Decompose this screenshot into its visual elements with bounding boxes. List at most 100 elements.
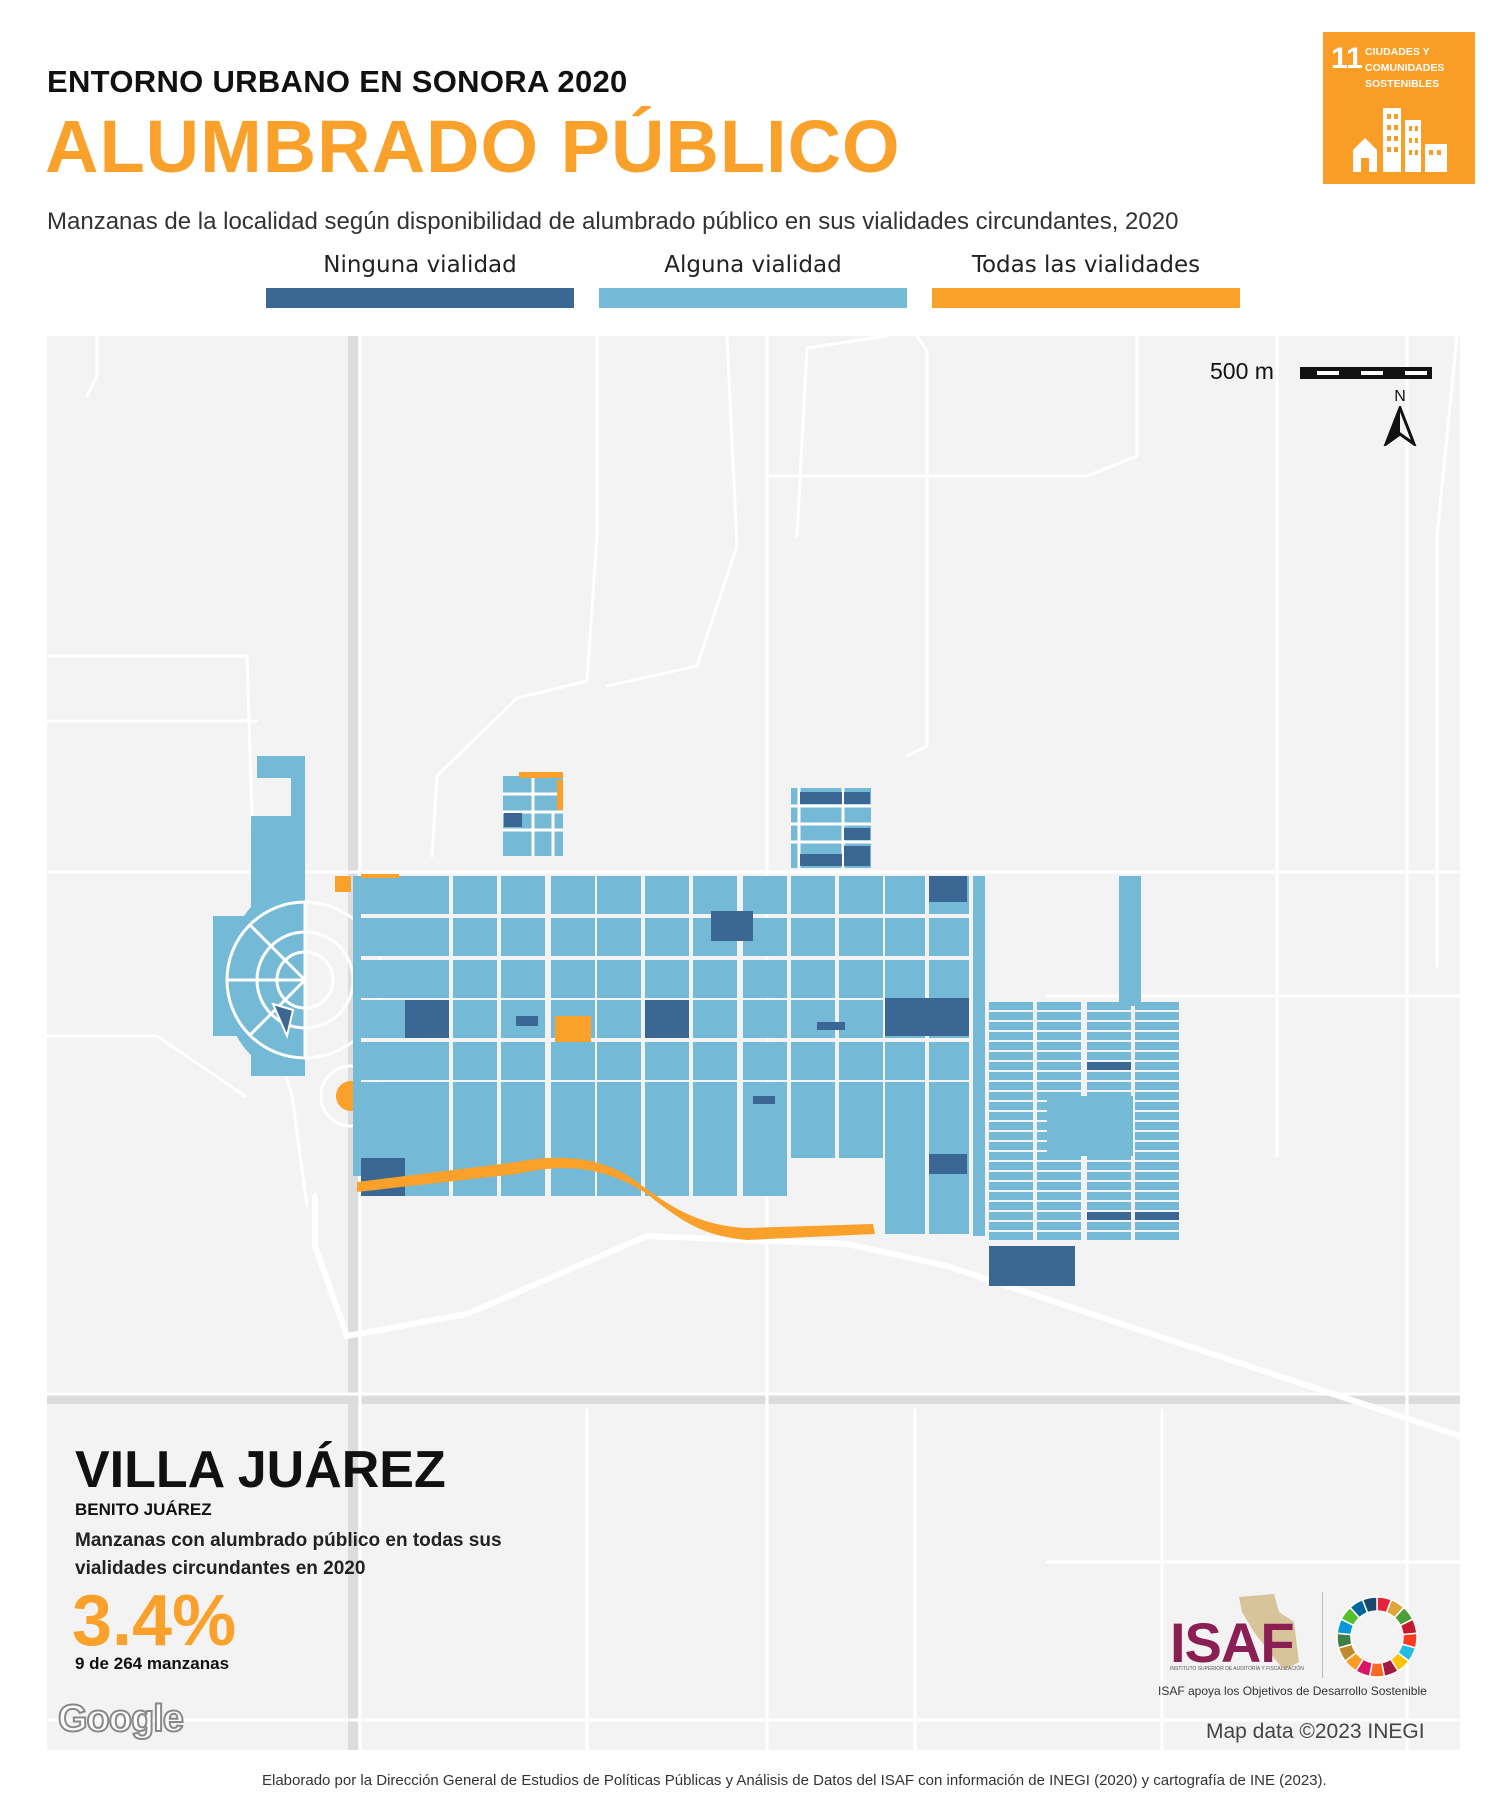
city-block [1087, 1072, 1131, 1080]
city-block [405, 918, 449, 956]
city-block [597, 876, 641, 914]
city-block [1037, 1222, 1081, 1230]
locality-name: VILLA JUÁREZ [75, 1441, 446, 1499]
city-block [885, 918, 925, 956]
city-block [989, 1246, 1075, 1286]
isaf-logo: ISAF [1170, 1611, 1295, 1674]
city-block [1135, 1192, 1179, 1200]
city-block [597, 1000, 641, 1038]
sdg-wheel-icon [1336, 1596, 1418, 1678]
city-block [453, 1042, 497, 1080]
city-block [405, 1082, 449, 1120]
city-block [453, 1082, 497, 1120]
legend-label-todas: Todas las vialidades [971, 252, 1201, 278]
block-annex-north [503, 772, 871, 868]
city-block [693, 960, 737, 998]
city-block [839, 1042, 883, 1080]
city-block [1087, 1222, 1131, 1230]
city-block [1087, 1192, 1131, 1200]
city-block [1135, 1202, 1179, 1210]
city-block [361, 876, 405, 914]
city-block [989, 1102, 1033, 1110]
city-block [645, 1082, 689, 1120]
subtitle: Manzanas de la localidad según disponibi… [47, 208, 1179, 235]
page-title: ALUMBRADO PÚBLICO [45, 105, 901, 188]
legend-label-alguna: Alguna vialidad [664, 252, 842, 278]
city-block [597, 918, 641, 956]
sdg-wheel-segment [1361, 1596, 1378, 1614]
city-block [453, 960, 497, 998]
city-block [405, 1042, 449, 1080]
city-block [1135, 1162, 1179, 1170]
sdg11-badge: 11 CIUDADES Y COMUNIDADES SOSTENIBLES [1323, 32, 1475, 184]
city-block [597, 1042, 641, 1080]
city-block [645, 876, 689, 914]
city-block [1087, 1162, 1131, 1170]
city-block [551, 918, 595, 956]
footer-credits: Elaborado por la Dirección General de Es… [262, 1772, 1327, 1789]
city-block [1135, 1112, 1179, 1120]
city-block [361, 1000, 405, 1038]
city-block [1087, 1202, 1131, 1210]
city-block [989, 1222, 1033, 1230]
city-block [1135, 1052, 1179, 1060]
city-block [693, 1042, 737, 1080]
city-block [929, 876, 967, 902]
city-block [1037, 1012, 1081, 1020]
map[interactable] [47, 336, 1460, 1750]
legend-swatch-ninguna [266, 288, 574, 308]
sdg11-label: CIUDADES Y COMUNIDADES SOSTENIBLES [1365, 46, 1445, 90]
city-block [1037, 1032, 1081, 1040]
city-block [597, 1120, 641, 1158]
city-block [839, 1082, 883, 1120]
city-block [1135, 1092, 1179, 1100]
map-attribution: Map data ©2023 INEGI [1206, 1720, 1425, 1743]
city-block [1087, 1002, 1131, 1010]
city-block [1135, 1002, 1179, 1010]
city-block [973, 876, 985, 1236]
city-block [989, 1032, 1033, 1040]
block-grid-east [885, 876, 1179, 1286]
city-block [1087, 1062, 1131, 1070]
block-strip-todas [357, 1157, 875, 1240]
city-buildings-icon [1353, 108, 1447, 172]
municipality-name: BENITO JUÁREZ [75, 1500, 212, 1519]
city-block [1087, 1042, 1131, 1050]
city-block [989, 1022, 1033, 1030]
city-block [1047, 1096, 1133, 1156]
city-block [551, 876, 595, 914]
sonora-map-icon [1239, 1594, 1299, 1670]
city-block [929, 960, 969, 998]
city-block [1037, 1082, 1081, 1090]
city-block [885, 1042, 925, 1080]
city-block [501, 1042, 545, 1080]
city-block [1135, 1032, 1179, 1040]
city-block [405, 1000, 449, 1038]
city-block [453, 918, 497, 956]
isaf-divider [1322, 1592, 1323, 1678]
city-block [989, 1122, 1033, 1130]
city-block [791, 918, 835, 956]
city-block [839, 1120, 883, 1158]
isaf-caption: ISAF apoya los Objetivos de Desarrollo S… [1158, 1684, 1427, 1698]
city-block [989, 1182, 1033, 1190]
city-block [929, 1196, 969, 1234]
city-block [791, 1042, 835, 1080]
isaf-logo-subtext: INSTITUTO SUPERIOR DE AUDITORÍA Y FISCAL… [1170, 1666, 1304, 1672]
city-block [885, 1196, 925, 1234]
city-block [645, 1000, 689, 1038]
city-block [516, 1016, 538, 1026]
city-block [743, 960, 787, 998]
city-block [1135, 1152, 1179, 1160]
city-block [1037, 1062, 1081, 1070]
city-block [743, 1158, 787, 1196]
scale-bar [1300, 367, 1432, 379]
city-block [1087, 1232, 1131, 1240]
city-block [989, 1052, 1033, 1060]
city-block [791, 876, 835, 914]
city-block [1135, 1042, 1179, 1050]
city-block [1087, 1172, 1131, 1180]
block-annex-east [1119, 876, 1141, 1006]
city-block [989, 1002, 1033, 1010]
block-grid-main [353, 820, 883, 1196]
